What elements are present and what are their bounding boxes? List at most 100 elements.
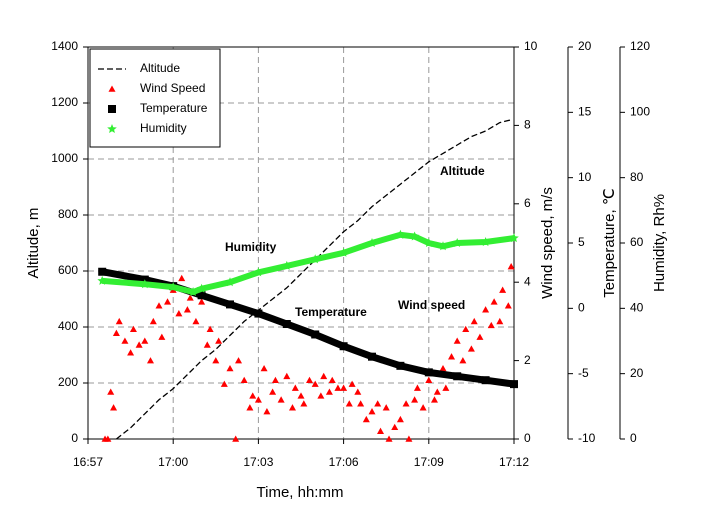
marker bbox=[509, 233, 519, 243]
marker bbox=[499, 286, 507, 293]
marker bbox=[271, 376, 279, 383]
marker bbox=[424, 238, 434, 247]
marker bbox=[482, 306, 490, 313]
marker bbox=[282, 260, 292, 270]
marker bbox=[395, 229, 406, 239]
marker bbox=[263, 408, 271, 415]
y-tick-label: 600 bbox=[58, 263, 78, 277]
x-tick-label: 16:57 bbox=[73, 455, 103, 469]
marker bbox=[288, 404, 296, 411]
marker bbox=[490, 298, 498, 305]
y3-tick-label: -10 bbox=[578, 431, 596, 445]
y3-tick-label: 15 bbox=[578, 105, 592, 119]
y2-tick-label: 0 bbox=[524, 431, 531, 445]
marker bbox=[340, 384, 348, 391]
y-tick-label: 0 bbox=[71, 431, 78, 445]
marker bbox=[203, 341, 211, 348]
marker bbox=[235, 357, 243, 364]
x-tick-label: 17:00 bbox=[158, 455, 188, 469]
marker bbox=[377, 427, 385, 434]
legend: Altitude Wind Speed Temperature Humidity bbox=[89, 48, 221, 148]
marker bbox=[413, 384, 421, 391]
marker bbox=[487, 321, 495, 329]
x-tick-label: 17:03 bbox=[243, 455, 273, 469]
marker bbox=[452, 238, 462, 247]
marker bbox=[297, 392, 305, 399]
plot-frame bbox=[87, 46, 515, 440]
marker bbox=[108, 105, 116, 113]
series bbox=[101, 263, 515, 442]
y4-tick-label: 20 bbox=[630, 366, 644, 380]
marker bbox=[158, 333, 166, 340]
x-tick-label: 17:06 bbox=[329, 455, 359, 469]
marker bbox=[155, 302, 163, 309]
marker bbox=[438, 241, 448, 251]
marker bbox=[226, 300, 234, 309]
y4-tick-label: 60 bbox=[630, 235, 644, 249]
marker bbox=[98, 267, 107, 276]
marker bbox=[291, 384, 299, 391]
marker bbox=[215, 337, 223, 344]
marker bbox=[476, 333, 484, 340]
marker bbox=[127, 349, 135, 356]
marker bbox=[391, 423, 399, 431]
legend-label: Humidity bbox=[140, 121, 187, 135]
y-tick-label: 1000 bbox=[51, 151, 78, 165]
marker bbox=[459, 357, 467, 364]
marker bbox=[277, 396, 285, 403]
y3-tick-label: -5 bbox=[578, 366, 589, 380]
marker bbox=[140, 279, 150, 289]
marker bbox=[246, 404, 254, 411]
marker bbox=[104, 435, 112, 442]
y3-tick-label: 0 bbox=[578, 301, 585, 315]
marker bbox=[385, 435, 393, 442]
marker bbox=[220, 380, 228, 387]
marker bbox=[425, 376, 433, 383]
marker bbox=[135, 341, 143, 348]
marker bbox=[348, 380, 356, 387]
marker bbox=[164, 298, 172, 305]
annotation: Wind speed bbox=[398, 298, 465, 312]
y4-axis-label: Humidity, Rh% bbox=[651, 194, 668, 292]
marker bbox=[317, 392, 325, 399]
y3-axis-label: Temperature, ℃ bbox=[601, 188, 618, 297]
marker bbox=[107, 124, 117, 133]
marker bbox=[186, 294, 194, 301]
x-tick-label: 17:12 bbox=[499, 455, 529, 469]
marker bbox=[178, 274, 186, 282]
y4-tick-label: 80 bbox=[630, 170, 644, 184]
y-tick-label: 800 bbox=[58, 207, 78, 221]
marker bbox=[467, 345, 475, 352]
marker bbox=[507, 263, 515, 270]
marker bbox=[430, 396, 438, 403]
marker bbox=[419, 404, 427, 411]
marker bbox=[480, 237, 491, 247]
marker bbox=[433, 388, 441, 395]
y2-tick-label: 8 bbox=[524, 118, 531, 132]
marker bbox=[198, 298, 206, 305]
line bbox=[101, 231, 515, 296]
marker bbox=[338, 247, 349, 257]
y2-tick-label: 4 bbox=[524, 274, 531, 288]
y2-tick-label: 10 bbox=[524, 39, 538, 53]
marker bbox=[382, 404, 390, 411]
y3-tick-label: 10 bbox=[578, 170, 592, 184]
marker bbox=[226, 364, 234, 372]
legend-label: Wind Speed bbox=[140, 81, 205, 95]
marker bbox=[311, 380, 319, 387]
y2-tick-label: 2 bbox=[524, 353, 531, 367]
marker bbox=[306, 376, 314, 383]
y4-tick-label: 40 bbox=[630, 301, 644, 315]
marker bbox=[328, 376, 336, 383]
marker bbox=[439, 364, 447, 372]
marker bbox=[129, 325, 137, 333]
marker bbox=[334, 384, 342, 391]
marker bbox=[402, 400, 410, 407]
marker bbox=[183, 306, 191, 313]
marker bbox=[282, 320, 291, 329]
marker bbox=[253, 267, 264, 277]
marker bbox=[396, 361, 405, 370]
marker bbox=[374, 400, 382, 407]
marker bbox=[254, 309, 263, 318]
